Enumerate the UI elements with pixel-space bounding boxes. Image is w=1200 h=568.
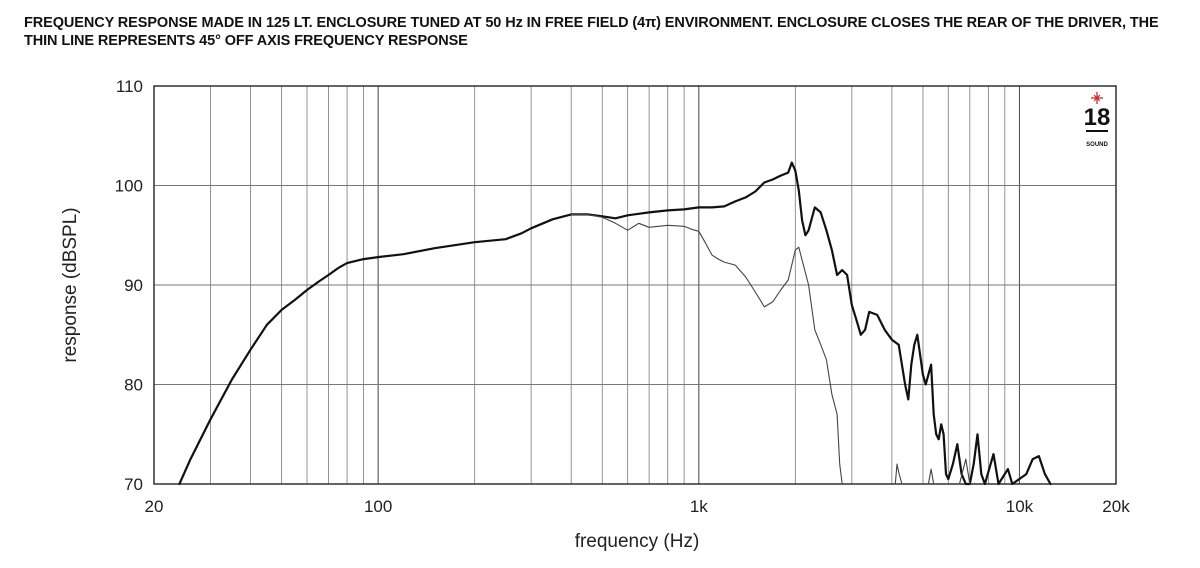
off-axis-response-line	[958, 458, 971, 485]
y-tick-label: 90	[124, 276, 143, 295]
logo-word: SOUND	[1086, 142, 1108, 148]
on-axis-response-line	[178, 161, 1052, 486]
y-tick-labels: 70 80 90 100 110	[115, 77, 143, 494]
logo-number: 18	[1084, 104, 1111, 131]
y-tick-label: 70	[124, 475, 143, 494]
y-axis-title: response (dBSPL)	[60, 207, 81, 362]
series-layer	[178, 161, 1052, 486]
x-tick-labels: 20 100 1k 10k 20k	[145, 497, 1131, 516]
y-tick-label: 100	[115, 177, 143, 196]
y-tick-label: 110	[116, 77, 143, 96]
off-axis-response-line	[570, 213, 843, 485]
x-tick-label: 20	[145, 497, 164, 516]
star-icon	[1091, 92, 1103, 104]
off-axis-response-line	[894, 463, 903, 485]
x-tick-label: 1k	[690, 497, 708, 516]
brand-logo: 18 SOUND	[1084, 92, 1111, 148]
x-tick-label: 100	[364, 497, 392, 516]
star-ray	[1093, 94, 1101, 102]
chart-caption: FREQUENCY RESPONSE MADE IN 125 LT. ENCLO…	[24, 15, 1159, 49]
plot-frame	[153, 85, 1117, 485]
x-axis-title: frequency (Hz)	[575, 531, 700, 552]
x-tick-label: 10k	[1006, 497, 1034, 516]
y-tick-label: 80	[124, 376, 143, 395]
off-axis-response-line	[927, 468, 935, 485]
x-tick-label: 20k	[1102, 497, 1130, 516]
